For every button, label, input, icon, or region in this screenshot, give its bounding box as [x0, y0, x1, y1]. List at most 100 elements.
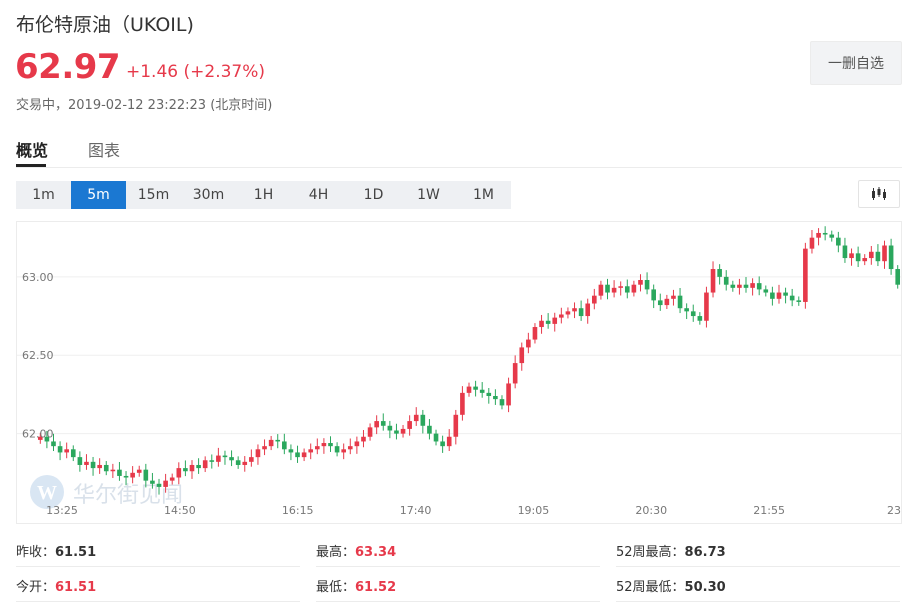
candle [849, 248, 854, 266]
candle [888, 238, 894, 275]
candle [605, 278, 610, 300]
period-30m[interactable]: 30m [192, 187, 225, 203]
price-chart[interactable]: W 华尔街见闻 63.00 62.50 62.00 13:25 14:50 16:15 17… [16, 221, 902, 524]
candle [433, 429, 439, 446]
candle [532, 323, 538, 344]
candle [301, 448, 307, 462]
candle [776, 284, 782, 304]
candle [895, 265, 901, 289]
stat-label: 最低： [316, 580, 356, 595]
candle [354, 436, 360, 454]
tab-divider [16, 167, 902, 168]
candle [387, 420, 393, 439]
stat-value: 61.51 [55, 580, 97, 595]
candle [242, 456, 248, 472]
x-tick-label: 16:15 [282, 504, 314, 517]
x-tick-label: 23:2 [887, 504, 902, 517]
candle [308, 443, 314, 460]
period-15m[interactable]: 15m [137, 187, 170, 203]
candle [268, 435, 274, 451]
stat-label: 最高： [316, 545, 356, 560]
candle [262, 439, 267, 456]
stat-value: 86.73 [684, 545, 726, 560]
candle [176, 462, 182, 485]
candle [644, 272, 650, 295]
candle [235, 456, 241, 469]
candle [585, 298, 591, 324]
candle [295, 445, 300, 463]
candle [770, 286, 775, 306]
candle [506, 377, 511, 413]
stat-item: 52周最低：50.30 [616, 576, 726, 595]
stat-divider [16, 601, 300, 602]
tab-overview[interactable]: 概览 [16, 141, 49, 160]
period-1h[interactable]: 1H [253, 187, 274, 203]
candle [875, 244, 881, 267]
candle [196, 458, 201, 474]
candle [657, 293, 663, 311]
candle [677, 287, 683, 314]
x-tick-label: 20:30 [635, 504, 667, 517]
candle [51, 433, 56, 452]
candle [321, 438, 327, 454]
candle [136, 465, 142, 477]
candle [150, 472, 155, 489]
candle [572, 302, 577, 319]
period-1d[interactable]: 1D [363, 187, 384, 203]
period-5m[interactable]: 5m [71, 181, 126, 209]
period-1w[interactable]: 1W [417, 187, 440, 203]
candle [618, 281, 624, 296]
candle [763, 285, 769, 297]
candle [559, 307, 564, 324]
candle [347, 438, 353, 455]
candle [282, 433, 287, 455]
candle [229, 450, 234, 467]
stat-value: 61.52 [355, 580, 397, 595]
candle [222, 450, 228, 465]
candle [446, 429, 452, 452]
period-4h[interactable]: 4H [308, 187, 329, 203]
candle [855, 246, 861, 267]
stat-label: 今开： [16, 580, 56, 595]
candle [697, 312, 703, 325]
candle [37, 432, 43, 444]
candle [288, 444, 294, 461]
candle [822, 226, 828, 241]
candle [427, 419, 432, 440]
candle [110, 463, 116, 478]
candle [816, 228, 821, 246]
last-price: 62.97 [15, 47, 121, 87]
candle [493, 389, 498, 405]
tab-chart[interactable]: 图表 [88, 141, 121, 160]
candle [57, 441, 63, 461]
svg-text:W: W [37, 482, 57, 504]
candle [460, 386, 465, 421]
candle [183, 460, 188, 477]
stat-label: 52周最高： [616, 545, 685, 560]
candle [684, 303, 689, 320]
candle [123, 471, 129, 486]
candlestick-chart: W 华尔街见闻 63.00 62.50 62.00 13:25 14:50 16:15 17… [17, 226, 902, 517]
candle [743, 277, 749, 293]
trading-status: 交易中，2019-02-12 23:22:23 (北京时间) [16, 98, 273, 113]
period-1m[interactable]: 1m [32, 187, 55, 203]
stat-divider [316, 601, 600, 602]
candle [842, 237, 848, 263]
candlestick-icon [872, 187, 886, 200]
period-selector: 1m 5m 15m 30m 1H 4H 1D 1W 1M [16, 181, 511, 209]
chart-type-button[interactable] [858, 180, 900, 208]
candle [473, 380, 478, 397]
candle [723, 270, 729, 291]
price-change: +1.46 (+2.37%) [126, 62, 266, 82]
candle [202, 456, 208, 473]
remove-watchlist-button[interactable]: 一删自选 [810, 41, 902, 85]
candle [783, 287, 788, 304]
candle [730, 280, 736, 292]
candle [545, 313, 551, 329]
candle [565, 307, 571, 319]
candle [796, 296, 802, 306]
candle [592, 288, 597, 310]
period-1mo[interactable]: 1M [473, 187, 494, 203]
candle [413, 407, 419, 426]
candle [750, 278, 755, 296]
